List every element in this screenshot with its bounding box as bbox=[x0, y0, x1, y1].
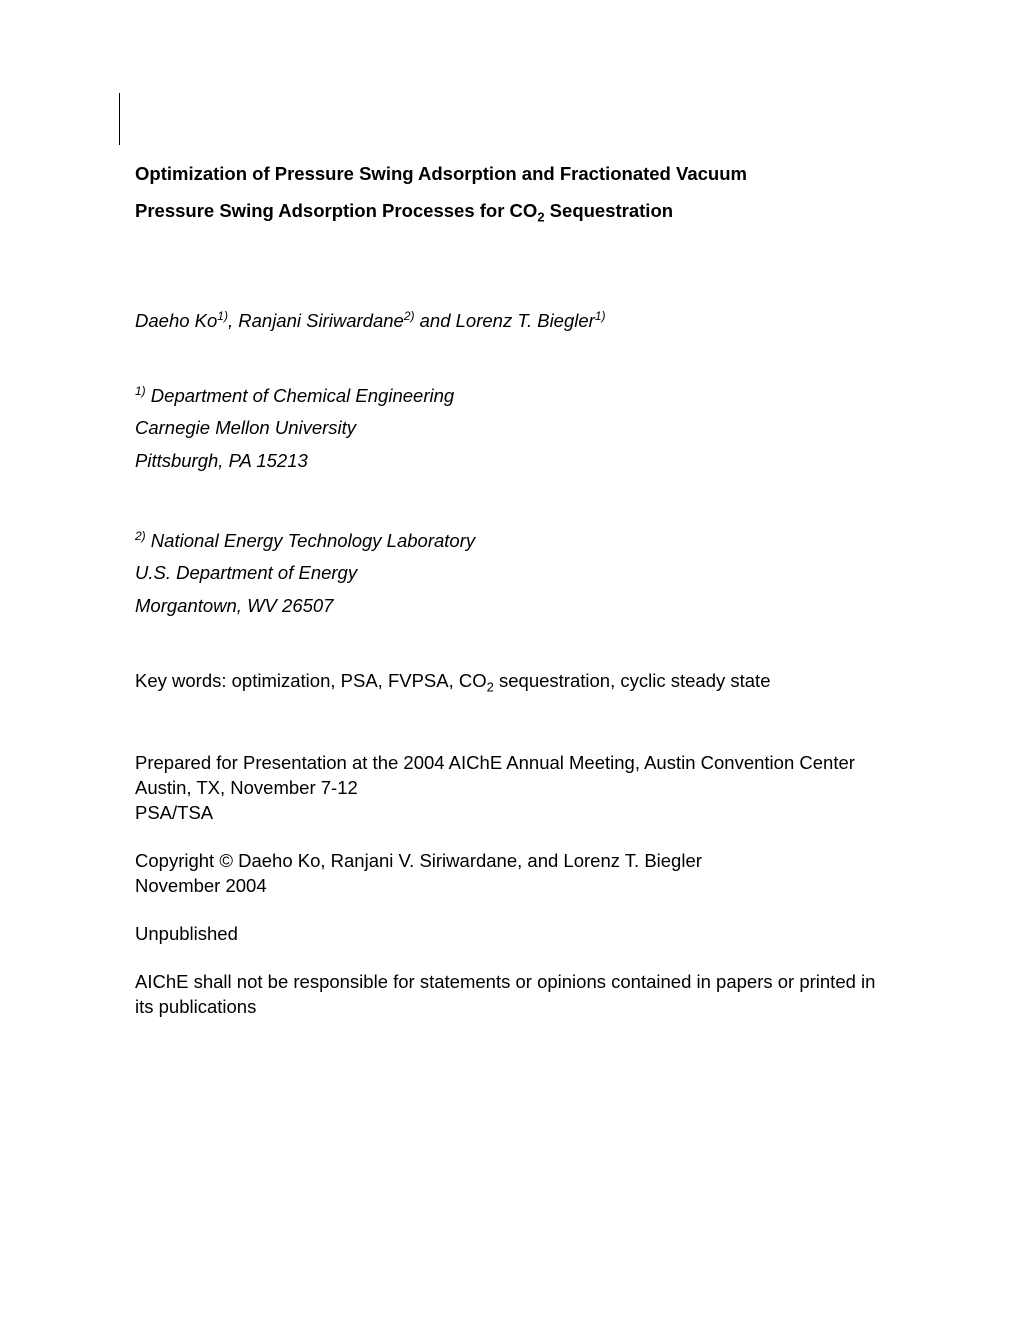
presentation-line3: PSA/TSA bbox=[135, 802, 213, 823]
affiliation-2-addr: Morgantown, WV 26507 bbox=[135, 595, 333, 616]
copyright-line2: November 2004 bbox=[135, 875, 267, 896]
author-sep1: , bbox=[228, 310, 238, 331]
author-2-name: Ranjani Siriwardane bbox=[238, 310, 404, 331]
presentation-line1: Prepared for Presentation at the 2004 AI… bbox=[135, 752, 855, 773]
author-1-sup: 1) bbox=[217, 309, 228, 323]
author-sep2: and bbox=[414, 310, 455, 331]
affiliation-2-dept: National Energy Technology Laboratory bbox=[146, 530, 475, 551]
affiliation-1-addr: Pittsburgh, PA 15213 bbox=[135, 450, 308, 471]
affiliation-1-dept: Department of Chemical Engineering bbox=[146, 385, 455, 406]
paper-title: Optimization of Pressure Swing Adsorptio… bbox=[135, 155, 885, 231]
disclaimer: AIChE shall not be responsible for state… bbox=[135, 970, 885, 1020]
author-list: Daeho Ko1), Ranjani Siriwardane2) and Lo… bbox=[135, 309, 885, 332]
title-line1: Optimization of Pressure Swing Adsorptio… bbox=[135, 163, 747, 184]
affiliation-1-sup: 1) bbox=[135, 384, 146, 398]
title-subscript: 2 bbox=[537, 210, 544, 225]
author-3-sup: 1) bbox=[595, 309, 606, 323]
presentation-line2: Austin, TX, November 7-12 bbox=[135, 777, 358, 798]
author-2-sup: 2) bbox=[404, 309, 415, 323]
copyright-info: Copyright © Daeho Ko, Ranjani V. Siriwar… bbox=[135, 849, 885, 899]
affiliation-1-org: Carnegie Mellon University bbox=[135, 417, 356, 438]
keywords-sub: 2 bbox=[487, 680, 494, 695]
affiliation-2-org: U.S. Department of Energy bbox=[135, 562, 357, 583]
disclaimer-text: AIChE shall not be responsible for state… bbox=[135, 971, 875, 1017]
affiliation-1: 1) Department of Chemical Engineering Ca… bbox=[135, 380, 885, 477]
presentation-info: Prepared for Presentation at the 2004 AI… bbox=[135, 751, 885, 826]
title-line2-pre: Pressure Swing Adsorption Processes for … bbox=[135, 200, 537, 221]
title-line2-post: Sequestration bbox=[545, 200, 674, 221]
affiliation-2-sup: 2) bbox=[135, 529, 146, 543]
author-3-name: Lorenz T. Biegler bbox=[456, 310, 595, 331]
keywords-pre: Key words: optimization, PSA, FVPSA, CO bbox=[135, 670, 487, 691]
keywords: Key words: optimization, PSA, FVPSA, CO2… bbox=[135, 670, 885, 695]
keywords-post: sequestration, cyclic steady state bbox=[494, 670, 771, 691]
author-1-name: Daeho Ko bbox=[135, 310, 217, 331]
document-body: Optimization of Pressure Swing Adsorptio… bbox=[0, 0, 1020, 1020]
copyright-line1: Copyright © Daeho Ko, Ranjani V. Siriwar… bbox=[135, 850, 702, 871]
status-text: Unpublished bbox=[135, 923, 238, 944]
publication-status: Unpublished bbox=[135, 922, 885, 947]
edit-cursor-mark bbox=[119, 93, 120, 145]
affiliation-2: 2) National Energy Technology Laboratory… bbox=[135, 525, 885, 622]
